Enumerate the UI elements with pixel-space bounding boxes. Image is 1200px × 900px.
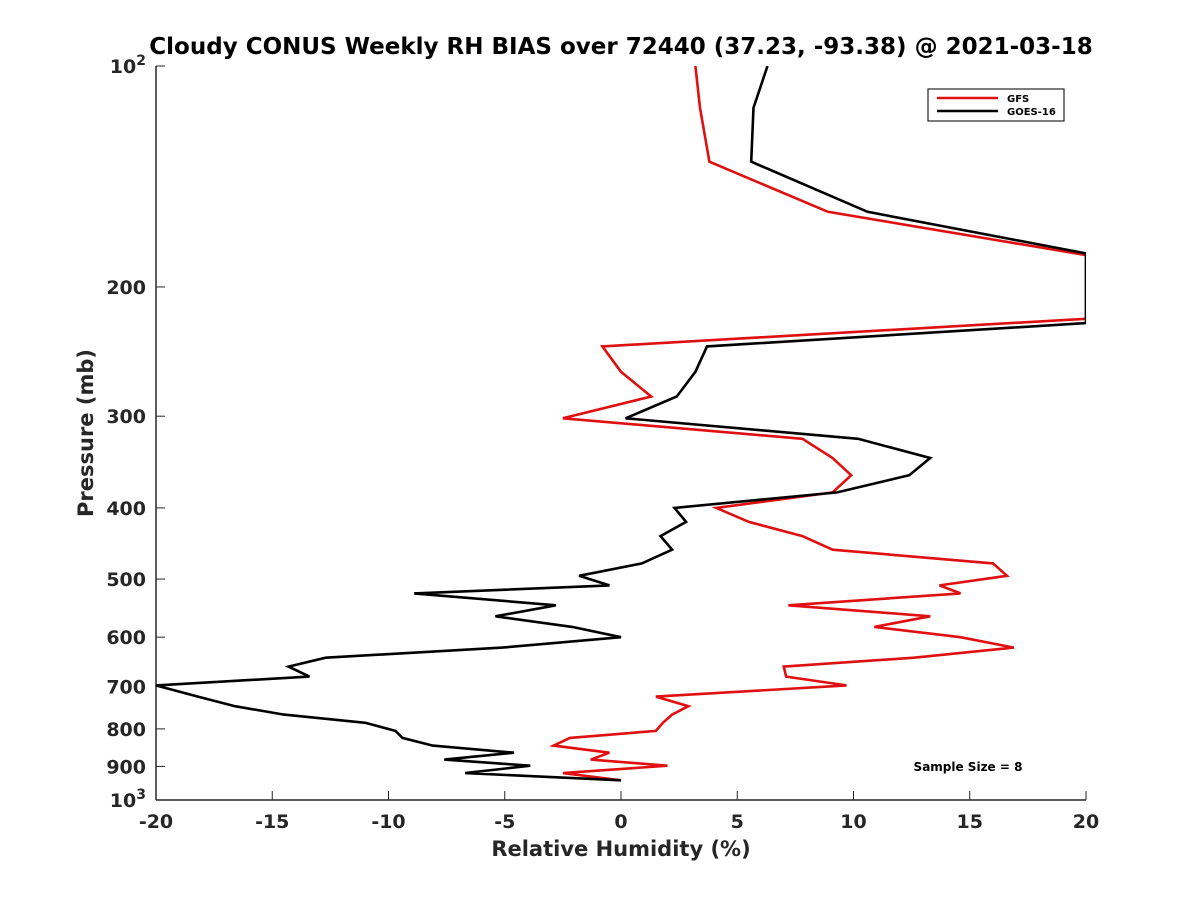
- y-tick-label: 102: [110, 53, 146, 78]
- series-line-goes-16: [156, 66, 1086, 782]
- y-tick-label: 400: [106, 498, 146, 520]
- y-tick-label: 600: [106, 627, 146, 649]
- y-tick-label: 900: [106, 756, 146, 778]
- x-tick-label: 20: [1073, 811, 1099, 833]
- x-tick-label: 5: [731, 811, 744, 833]
- y-tick-label: 700: [106, 676, 146, 698]
- legend-box: [927, 88, 1065, 122]
- x-tick-label: -10: [371, 811, 405, 833]
- legend-entry: GOES-16: [1007, 107, 1056, 118]
- y-tick-label: 300: [106, 406, 146, 428]
- x-tick-label: -5: [494, 811, 515, 833]
- legend-entry: GFS: [1007, 94, 1029, 105]
- y-tick-label: 800: [106, 719, 146, 741]
- y-tick-label: 200: [106, 277, 146, 299]
- x-axis-label: Relative Humidity (%): [491, 837, 750, 861]
- y-tick-label: 500: [106, 569, 146, 591]
- y-tick-exponent: 3: [136, 787, 146, 803]
- x-tick-label: 15: [957, 811, 983, 833]
- x-tick-label: 0: [614, 811, 627, 833]
- y-tick-label: 103: [110, 787, 146, 812]
- series-line-gfs: [549, 66, 1086, 782]
- x-tick-label: -20: [139, 811, 173, 833]
- x-tick-label: -15: [255, 811, 289, 833]
- y-tick-exponent: 2: [136, 53, 146, 69]
- sample-size-annotation: Sample Size = 8: [914, 760, 1023, 774]
- chart-title: Cloudy CONUS Weekly RH BIAS over 72440 (…: [149, 34, 1092, 60]
- x-tick-label: 10: [840, 811, 866, 833]
- y-axis-label: Pressure (mb): [74, 349, 98, 517]
- plot-area: -20 -15 -10 -5 0 5 10 15 20 102 200 300 400 500 600 700…: [106, 53, 1099, 833]
